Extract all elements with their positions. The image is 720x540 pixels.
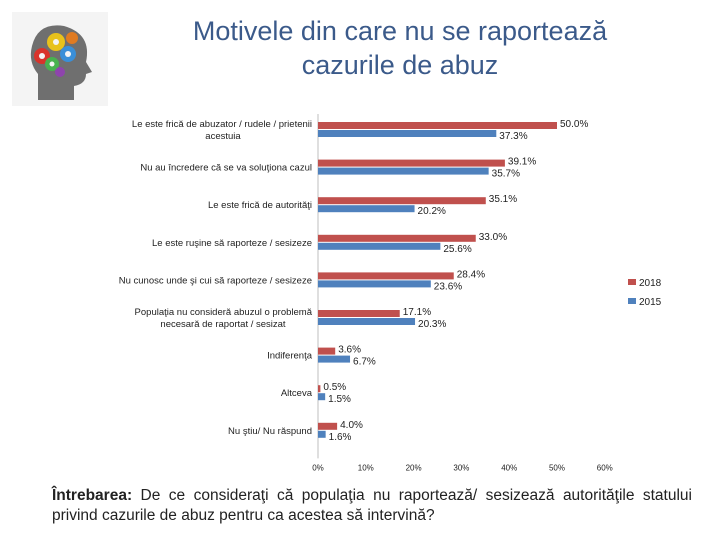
x-tick-label: 10% bbox=[358, 463, 374, 472]
category-label: Indiferenţa bbox=[267, 351, 313, 362]
bar-2018 bbox=[318, 347, 336, 355]
data-label-2015: 1.5% bbox=[328, 394, 351, 405]
legend-swatch-2018 bbox=[628, 279, 636, 285]
data-label-2018: 17.1% bbox=[403, 307, 431, 318]
bar-2018 bbox=[318, 385, 321, 393]
category-label: Le este frică de abuzator / rudele / pri… bbox=[132, 119, 312, 142]
chart-title: Motivele din care nu se raportează cazur… bbox=[120, 14, 680, 82]
brain-gears-logo bbox=[12, 12, 108, 106]
x-tick-label: 0% bbox=[312, 463, 324, 472]
bar-2015 bbox=[318, 430, 326, 438]
title-line-2: cazurile de abuz bbox=[301, 50, 499, 80]
x-tick-label: 50% bbox=[549, 463, 565, 472]
category-label: Le este frică de autorităţi bbox=[208, 200, 312, 211]
bar-2018 bbox=[318, 159, 505, 167]
bar-2015 bbox=[318, 242, 441, 250]
bar-2018 bbox=[318, 422, 338, 430]
category-label: Le este ruşine să raporteze / sesizeze bbox=[152, 238, 312, 249]
data-label-2018: 0.5% bbox=[323, 382, 346, 393]
data-label-2015: 23.6% bbox=[434, 281, 462, 292]
category-label: Nu cunosc unde şi cui să raporteze / ses… bbox=[119, 275, 312, 286]
legend-label-2018: 2018 bbox=[639, 278, 662, 289]
bar-2018 bbox=[318, 234, 476, 242]
data-label-2015: 25.6% bbox=[443, 244, 471, 255]
data-label-2018: 50.0% bbox=[560, 119, 588, 130]
category-label: Nu au încredere că se va soluţiona cazul bbox=[140, 163, 312, 174]
category-label: Nu ştiu/ Nu răspund bbox=[228, 426, 312, 437]
data-label-2018: 39.1% bbox=[508, 157, 536, 168]
data-label-2015: 37.3% bbox=[499, 131, 527, 142]
category-label: Populaţia nu consideră abuzul o problemă… bbox=[135, 307, 313, 330]
data-label-2015: 35.7% bbox=[492, 169, 520, 180]
data-label-2018: 28.4% bbox=[457, 269, 485, 280]
title-line-1: Motivele din care nu se raportează bbox=[192, 16, 608, 46]
x-tick-label: 30% bbox=[453, 463, 469, 472]
bar-2015 bbox=[318, 318, 416, 325]
bar-2018 bbox=[318, 272, 454, 280]
x-tick-label: 20% bbox=[406, 463, 422, 472]
bar-2018 bbox=[318, 310, 400, 317]
x-tick-label: 40% bbox=[501, 463, 517, 472]
data-label-2018: 3.6% bbox=[338, 345, 361, 356]
bar-2018 bbox=[318, 122, 557, 129]
data-label-2015: 1.6% bbox=[329, 432, 352, 443]
survey-question: Întrebarea: De ce consideraţi că populaţ… bbox=[52, 486, 692, 526]
question-label: Întrebarea: bbox=[52, 487, 133, 504]
data-label-2018: 35.1% bbox=[489, 194, 517, 205]
bar-2015 bbox=[318, 130, 497, 137]
bar-2015 bbox=[318, 355, 351, 363]
bar-2015 bbox=[318, 280, 431, 288]
data-label-2015: 6.7% bbox=[353, 357, 376, 368]
legend-label-2015: 2015 bbox=[639, 297, 662, 308]
bar-2015 bbox=[318, 393, 326, 401]
data-label-2018: 4.0% bbox=[340, 420, 363, 431]
bar-2018 bbox=[318, 197, 486, 205]
x-tick-label: 60% bbox=[597, 463, 613, 472]
question-text: De ce consideraţi că populaţia nu raport… bbox=[52, 487, 692, 524]
legend-swatch-2015 bbox=[628, 298, 636, 304]
data-label-2015: 20.3% bbox=[418, 319, 446, 330]
category-label: Altceva bbox=[281, 388, 313, 399]
data-label-2018: 33.0% bbox=[479, 232, 507, 243]
bar-2015 bbox=[318, 167, 489, 175]
bar-2015 bbox=[318, 205, 415, 213]
data-label-2015: 20.2% bbox=[418, 206, 446, 217]
